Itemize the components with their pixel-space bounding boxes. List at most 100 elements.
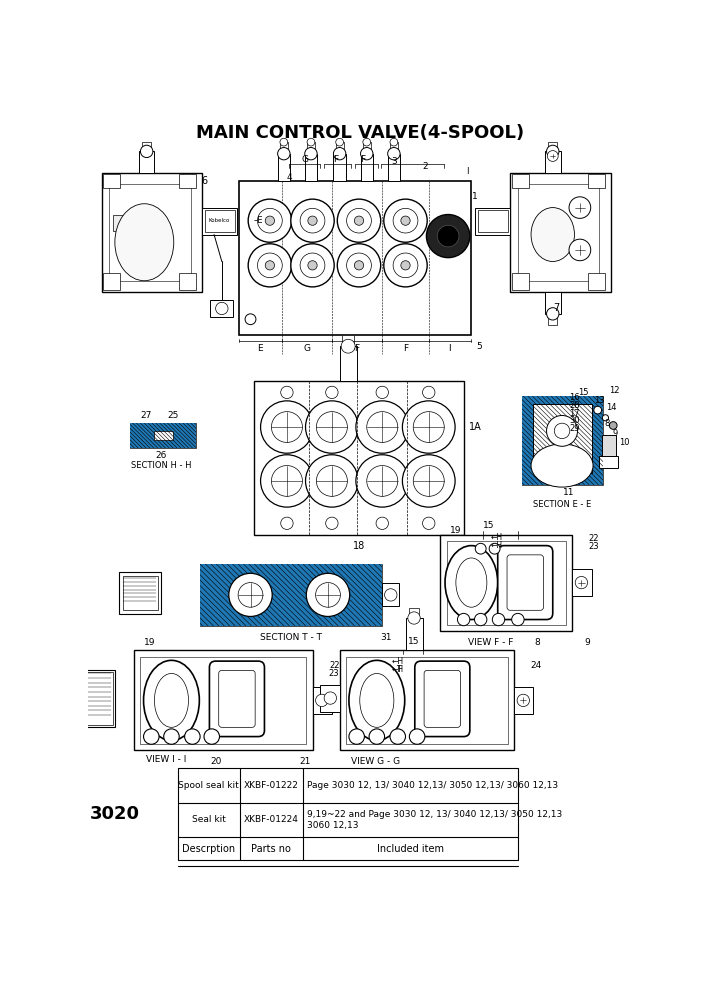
Text: 19: 19 [144,638,156,647]
Circle shape [265,216,274,225]
Text: Included item: Included item [376,843,444,853]
Circle shape [337,199,380,242]
Text: 25: 25 [167,411,179,420]
Bar [305,154,317,181]
Circle shape [575,576,588,588]
Text: 3020: 3020 [90,806,140,823]
Text: –E: –E [253,216,263,225]
Circle shape [385,588,397,601]
Circle shape [393,253,418,278]
Circle shape [393,208,418,233]
Circle shape [369,729,385,744]
Circle shape [356,401,409,453]
Text: 21: 21 [299,758,310,767]
Bar [110,185,191,281]
Bar [178,768,517,860]
Text: 23: 23 [329,669,340,678]
Circle shape [356,454,409,507]
Text: F: F [354,344,359,353]
Circle shape [355,216,364,225]
Text: MAIN CONTROL VALVE(4-SPOOL): MAIN CONTROL VALVE(4-SPOOL) [196,124,524,142]
Circle shape [326,386,338,399]
Bar [388,154,400,181]
Bar [588,273,604,290]
Bar [572,569,592,596]
Circle shape [245,313,256,324]
Circle shape [413,412,444,442]
Circle shape [258,253,282,278]
Circle shape [426,214,470,258]
Circle shape [547,308,559,320]
Text: 28: 28 [569,401,580,410]
Bar [200,564,383,626]
Ellipse shape [143,661,199,740]
Circle shape [337,244,380,287]
Text: 26: 26 [156,451,167,460]
Circle shape [317,465,347,496]
FancyBboxPatch shape [219,671,255,727]
Circle shape [347,253,371,278]
Text: Parts no: Parts no [251,843,291,853]
Bar [446,541,566,625]
Text: 4: 4 [286,173,292,183]
Circle shape [249,244,291,287]
Bar [390,142,398,156]
Circle shape [333,148,346,160]
Text: SECTION E - E: SECTION E - E [533,500,591,509]
Bar [340,651,514,750]
Circle shape [216,303,228,314]
Circle shape [326,517,338,530]
Text: Spool seal kit: Spool seal kit [178,781,239,790]
Bar [346,657,508,744]
Circle shape [492,613,505,626]
Circle shape [423,517,435,530]
Text: Page 3030 12, 13/ 3040 12,13/ 3050 12,13/ 3060 12,13: Page 3030 12, 13/ 3040 12,13/ 3050 12,13… [307,781,558,790]
Text: 24: 24 [530,662,541,671]
Bar [336,142,343,156]
Bar [312,687,332,714]
Text: ←H: ←H [491,541,503,551]
Circle shape [265,261,274,270]
Bar [510,173,611,293]
Bar [475,207,510,234]
Circle shape [249,199,291,242]
Text: I: I [466,167,469,176]
Circle shape [260,401,313,453]
Text: F: F [403,344,408,353]
Text: 9,19~22 and Page 3030 12, 13/ 3040 12,13/ 3050 12,13
3060 12,13: 9,19~22 and Page 3030 12, 13/ 3040 12,13… [307,810,562,829]
Text: Seal kit: Seal kit [192,815,226,824]
Circle shape [423,386,435,399]
Bar [588,175,604,188]
Text: 23: 23 [588,542,599,551]
Circle shape [238,582,263,607]
Bar [512,273,529,290]
Bar [361,154,373,181]
Text: 1A: 1A [469,422,482,433]
Bar [518,185,600,281]
Bar [103,175,120,188]
Bar [340,346,357,381]
Circle shape [458,613,470,626]
Text: Kobelco: Kobelco [208,218,230,223]
Bar [142,142,152,153]
Text: ←H: ←H [392,658,404,667]
Circle shape [366,412,398,442]
Text: ←H: ←H [491,534,503,543]
Text: 15: 15 [484,521,495,530]
Circle shape [164,729,179,744]
Text: 1: 1 [472,191,478,200]
Circle shape [281,517,293,530]
FancyBboxPatch shape [507,555,543,610]
Bar [548,313,557,324]
Circle shape [307,138,314,146]
Bar [113,215,137,231]
Text: 17: 17 [569,409,580,418]
Text: 3: 3 [391,157,397,166]
Circle shape [281,386,293,399]
Bar [119,571,161,614]
Text: G: G [303,344,310,353]
Text: 11: 11 [562,488,574,497]
Circle shape [489,544,500,555]
Text: 5: 5 [476,341,482,351]
Bar [103,273,120,290]
